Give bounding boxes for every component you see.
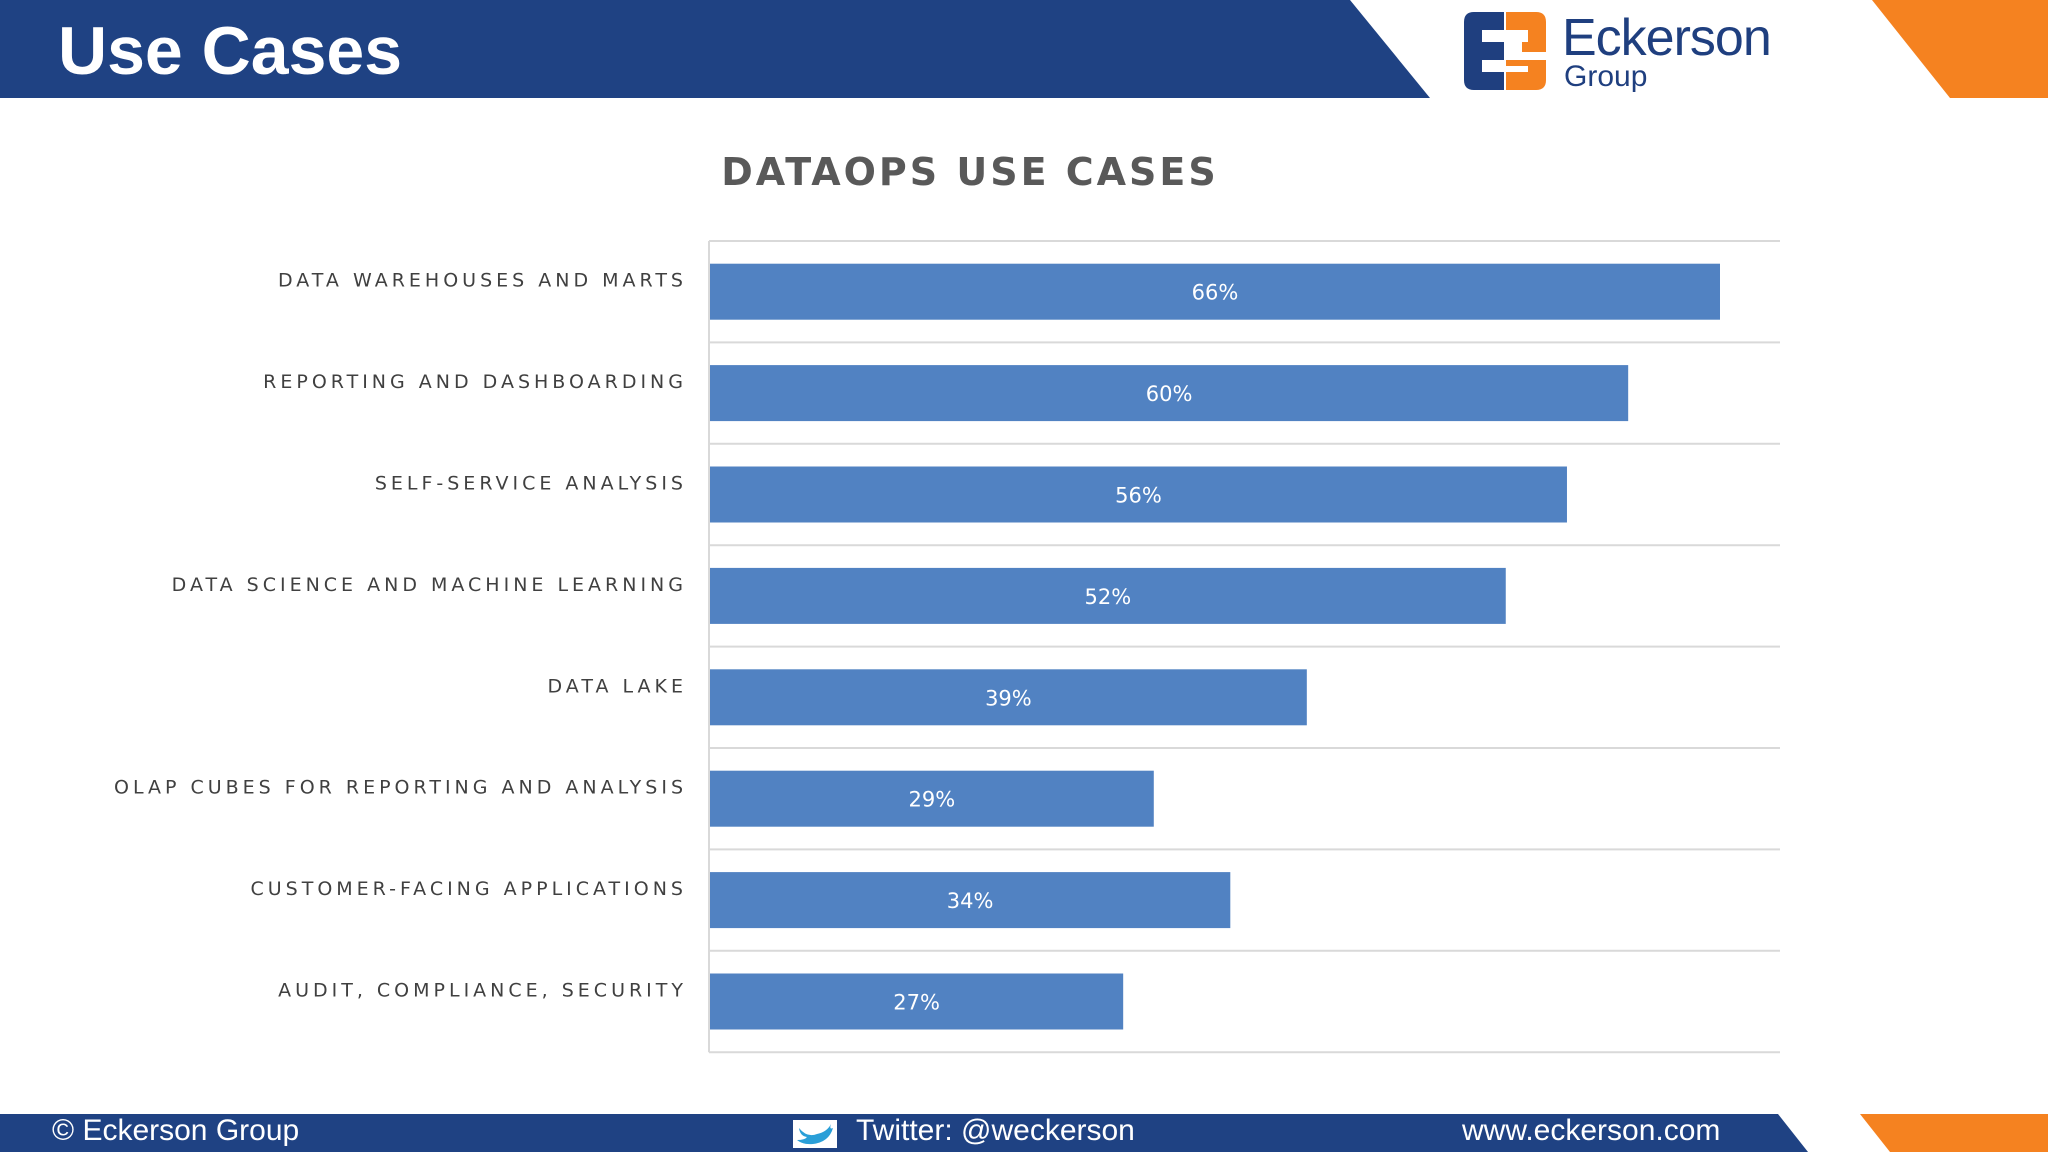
bar-value-label: 60% (1146, 382, 1193, 406)
bar-value-label: 34% (947, 889, 994, 913)
bar-value-label: 39% (985, 686, 1032, 710)
bar[interactable] (710, 669, 1307, 726)
footer-website-link[interactable]: www.eckerson.com (1462, 1114, 1721, 1147)
category-label: DATA SCIENCE AND MACHINE LEARNING (172, 574, 687, 596)
logo-wordmark: Eckerson (1562, 9, 1772, 67)
bar-value-label: 52% (1085, 585, 1132, 609)
category-label: DATA LAKE (548, 675, 687, 697)
category-label: SELF-SERVICE ANALYSIS (375, 473, 687, 495)
footer-twitter-handle[interactable]: Twitter: @weckerson (856, 1114, 1135, 1147)
category-label: DATA WAREHOUSES AND MARTS (278, 270, 687, 292)
twitter-bird-icon[interactable] (793, 1120, 837, 1148)
bar-value-label: 27% (893, 991, 940, 1015)
company-logo: Eckerson Group (1460, 6, 1780, 96)
bar[interactable] (710, 973, 1124, 1030)
eckerson-logo-mark-icon (1464, 12, 1546, 90)
bar[interactable] (710, 770, 1154, 827)
bar-chart: 66% DATA WAREHOUSES AND MARTS 60% REPORTING… (114, 240, 1780, 1054)
footer-band (0, 1114, 2048, 1152)
category-label: OLAP CUBES FOR REPORTING AND ANALYSIS (114, 777, 687, 799)
bar[interactable] (710, 263, 1720, 320)
logo-subtitle: Group (1564, 60, 1648, 93)
slide-title: Use Cases (58, 13, 403, 89)
category-label: AUDIT, COMPLIANCE, SECURITY (278, 980, 687, 1002)
bar[interactable] (710, 872, 1231, 929)
bar-value-label: 56% (1115, 484, 1162, 508)
header-band (0, 0, 2048, 98)
category-label: REPORTING AND DASHBOARDING (263, 371, 687, 393)
bar[interactable] (710, 567, 1506, 624)
bar-value-label: 66% (1192, 281, 1239, 305)
bar[interactable] (710, 365, 1629, 422)
bar[interactable] (710, 466, 1567, 523)
chart-title: DATAOPS USE CASES (721, 150, 1219, 194)
footer-copyright: © Eckerson Group (52, 1114, 300, 1147)
category-label: CUSTOMER-FACING APPLICATIONS (250, 878, 687, 900)
bar-value-label: 29% (909, 788, 956, 812)
